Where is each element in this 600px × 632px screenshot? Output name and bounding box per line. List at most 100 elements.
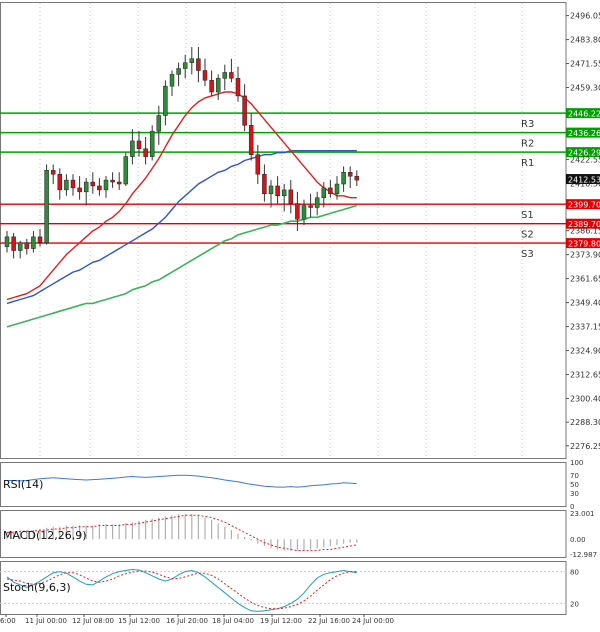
price-axis-label: 2300.40 <box>570 395 600 404</box>
price-axis-label: 2496.05 <box>570 12 600 21</box>
candle-bearish <box>57 173 63 191</box>
stoch-title: Stoch(9,6,3) <box>3 581 71 594</box>
rsi-title: RSI(14) <box>3 478 43 491</box>
price-axis-label: 2459.30 <box>570 84 600 93</box>
macd-scale-label: 0.00 <box>570 536 586 544</box>
candle-bullish <box>4 236 10 247</box>
candle-bearish <box>50 170 56 175</box>
candle-bearish <box>295 203 300 220</box>
price-panel[interactable]: R3 2446.22 R2 2436.26 R1 2426.29 S1 2399.70 S2 23… <box>0 2 600 615</box>
candle-bearish <box>97 185 102 191</box>
candle-bearish <box>248 125 254 155</box>
candle-bullish <box>123 156 129 185</box>
candle-bearish <box>255 154 261 175</box>
candle-bearish <box>11 236 16 251</box>
candle-bullish <box>341 172 346 185</box>
level-tag-r2 <box>566 127 600 138</box>
time-axis-label: 22 Jul 16:00 <box>308 617 350 625</box>
candle-bullish <box>176 68 181 75</box>
level-name-r2: R2 <box>521 139 534 150</box>
stoch-d-line <box>6 570 357 610</box>
stochastic-panel[interactable]: Stoch(9,6,3) 80 20 <box>0 561 579 615</box>
level-tag-r1 <box>566 147 600 158</box>
time-axis: 6:00 11 Jul 00:00 12 Jul 08:00 15 Jul 12:00… <box>0 614 566 625</box>
price-axis-label: 2324.90 <box>570 347 600 356</box>
level-value-r2: 2436.26 <box>568 129 600 138</box>
candle-bearish <box>229 72 234 79</box>
candle-bullish <box>44 170 49 243</box>
rsi-panel-frame <box>0 462 567 507</box>
time-axis-label: 15 Jul 12:00 <box>118 617 160 625</box>
candle-bullish <box>31 236 36 249</box>
time-axis-label: 16 Jul 20:00 <box>166 617 208 625</box>
macd-title: MACD(12,26,9) <box>3 529 87 542</box>
candle-bullish <box>64 179 69 191</box>
candle-bearish <box>90 181 96 187</box>
price-axis-label: 2288.30 <box>570 418 600 427</box>
macd-scale-label: -12.987 <box>570 551 597 559</box>
macd-panel-frame <box>0 510 567 558</box>
current-price-value: 2412.53 <box>568 176 600 185</box>
macd-signal-line <box>7 514 357 552</box>
candle-bullish <box>215 78 221 93</box>
rsi-scale-label: 0 <box>570 503 574 511</box>
rsi-scale-label: 70 <box>570 472 579 480</box>
price-axis-label: 2373.90 <box>570 251 600 260</box>
level-value-r3: 2446.22 <box>568 110 600 119</box>
candle-bearish <box>328 187 333 195</box>
level-value-r1: 2426.29 <box>568 149 600 158</box>
candle-bullish <box>268 185 274 195</box>
candle-bullish <box>17 242 23 251</box>
candle-bearish <box>262 173 267 195</box>
candle-bearish <box>275 185 280 197</box>
macd-panel[interactable]: MACD(12,26,9) 23.001 0.00 -12.987 <box>0 510 598 559</box>
candle-bullish <box>83 181 89 193</box>
candle-bullish <box>163 85 168 116</box>
candle-bullish <box>334 183 340 195</box>
ema-blue-line <box>6 149 357 305</box>
candle-bearish <box>288 189 294 204</box>
candle-bearish <box>70 179 76 189</box>
candle-bearish <box>209 80 214 93</box>
rsi-scale-label: 100 <box>570 459 583 467</box>
time-axis-label: 11 Jul 00:00 <box>25 617 67 625</box>
candle-bullish <box>169 74 175 87</box>
candle-bullish <box>314 197 320 208</box>
level-name-r1: R1 <box>521 158 534 169</box>
candle-bullish <box>182 62 188 69</box>
sma-green-line <box>6 204 358 328</box>
candle-bullish <box>222 72 228 79</box>
level-value-s3: 2379.80 <box>568 240 600 249</box>
ema-red-line <box>6 91 357 301</box>
candle-bearish <box>242 95 247 126</box>
price-axis-label: 2337.15 <box>570 323 600 332</box>
candle-bearish <box>110 179 115 183</box>
level-tag-s2 <box>566 218 600 229</box>
level-name-s2: S2 <box>521 230 534 241</box>
price-panel-frame <box>0 2 567 459</box>
candle-bearish <box>37 236 43 243</box>
price-axis-label: 2422.55 <box>570 155 600 164</box>
rsi-scale-label: 50 <box>570 481 579 489</box>
level-name-s1: S1 <box>521 210 534 221</box>
candle-bearish <box>354 175 360 181</box>
macd-scale-label: 23.001 <box>570 510 595 518</box>
price-axis-label: 2361.65 <box>570 275 600 284</box>
time-axis-label: 6:00 <box>0 617 16 625</box>
candle-bearish <box>24 242 30 249</box>
candle-bullish <box>149 130 155 157</box>
current-price-tag <box>566 174 600 185</box>
price-axis-label: 2483.80 <box>570 36 600 45</box>
candle-bullish <box>103 179 109 191</box>
candle-bearish <box>347 172 353 177</box>
level-name-s3: S3 <box>521 249 534 260</box>
time-axis-label: 24 Jul 00:00 <box>352 617 394 625</box>
candle-bullish <box>281 189 287 197</box>
time-axis-label: 18 Jul 04:00 <box>212 617 254 625</box>
candle-bearish <box>136 140 142 150</box>
candle-bearish <box>143 148 148 157</box>
level-value-s1: 2399.70 <box>568 201 600 210</box>
